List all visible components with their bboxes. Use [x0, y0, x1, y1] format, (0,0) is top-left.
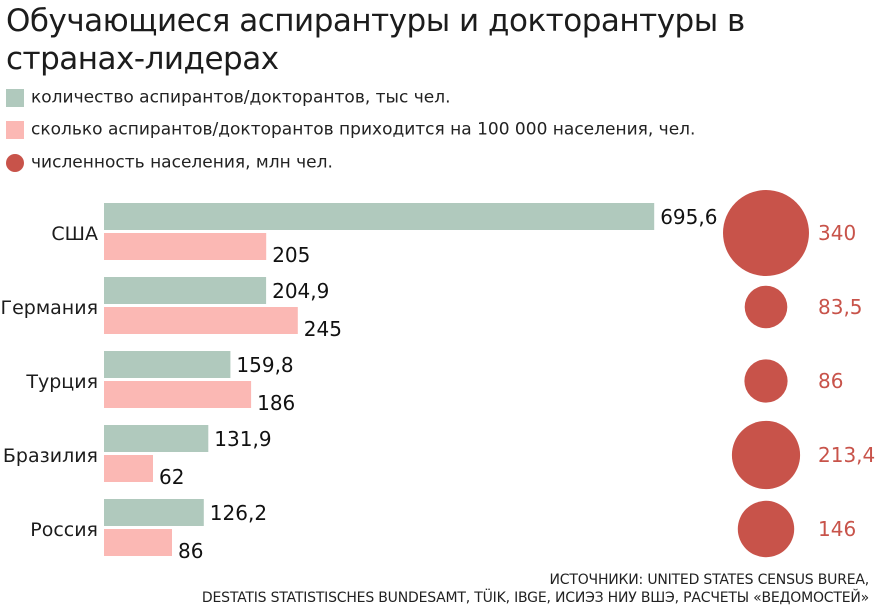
population-circle: [737, 500, 795, 558]
bar-students: [104, 203, 655, 230]
legend-swatch-population: [6, 153, 24, 172]
bar-students: [104, 425, 209, 452]
data-label-per-100k: 245: [304, 317, 342, 341]
legend-label-students: количество аспирантов/докторантов, тыс ч…: [31, 87, 451, 108]
category-label: Россия: [30, 519, 98, 541]
data-label-students: 159,8: [236, 353, 293, 377]
legend-item-students: количество аспирантов/докторантов, тыс ч…: [6, 87, 451, 108]
source-line-1: ИСТОЧНИКИ: UNITED STATES CENSUS BUREA,: [549, 572, 870, 588]
category-label: Бразилия: [3, 445, 98, 467]
category-label: США: [51, 223, 98, 245]
population-circle: [723, 190, 809, 276]
data-label-population: 86: [818, 369, 843, 393]
bar-per-100k: [104, 455, 153, 482]
data-label-per-100k: 62: [159, 465, 184, 489]
population-circle: [744, 285, 788, 329]
category-label: Германия: [0, 297, 98, 319]
legend-item-population: численность населения, млн чел.: [6, 152, 333, 173]
data-label-per-100k: 86: [178, 539, 203, 563]
data-label-population: 83,5: [818, 295, 863, 319]
legend-label-per-100k: сколько аспирантов/докторантов приходитс…: [31, 119, 696, 140]
data-label-per-100k: 186: [257, 391, 295, 415]
data-label-per-100k: 205: [272, 243, 310, 267]
category-label: Турция: [25, 371, 98, 393]
legend-swatch-per-100k: [6, 120, 24, 139]
data-label-population: 213,4: [818, 443, 875, 467]
legend-item-per-100k: сколько аспирантов/докторантов приходитс…: [6, 119, 695, 140]
bar-students: [104, 499, 204, 526]
data-label-students: 131,9: [214, 427, 271, 451]
legend-label-population: численность населения, млн чел.: [31, 152, 333, 173]
legend-swatch-students: [6, 88, 24, 107]
data-label-students: 204,9: [272, 279, 329, 303]
data-label-population: 146: [818, 517, 856, 541]
source-line-2: DESTATIS STATISTISCHES BUNDESAMT, TÜIK, …: [201, 590, 869, 606]
bar-per-100k: [104, 307, 298, 334]
data-label-students: 695,6: [660, 205, 717, 229]
bar-students: [104, 277, 267, 304]
population-circle: [744, 359, 788, 403]
population-circle: [731, 420, 801, 490]
bar-per-100k: [104, 529, 172, 556]
bar-per-100k: [104, 233, 267, 260]
chart-title: Обучающиеся аспирантуры и докторантуры в…: [6, 3, 745, 77]
bar-students: [104, 351, 231, 378]
data-label-population: 340: [818, 221, 856, 245]
data-label-students: 126,2: [210, 501, 267, 525]
bar-per-100k: [104, 381, 252, 408]
